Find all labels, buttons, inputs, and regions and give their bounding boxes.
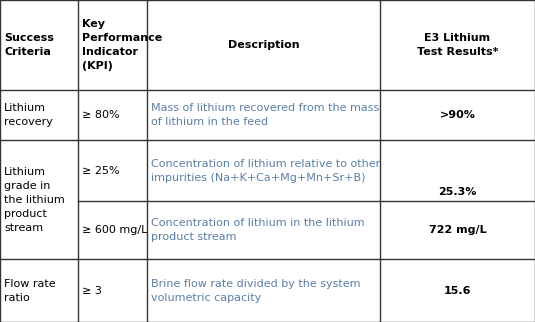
- Text: ≥ 3: ≥ 3: [82, 286, 102, 296]
- Text: 25.3%: 25.3%: [438, 186, 477, 197]
- Text: E3 Lithium
Test Results*: E3 Lithium Test Results*: [417, 33, 498, 57]
- Text: Description: Description: [228, 40, 299, 50]
- Text: Concentration of lithium in the lithium
product stream: Concentration of lithium in the lithium …: [151, 218, 365, 242]
- Text: >90%: >90%: [439, 110, 476, 120]
- Text: ≥ 25%: ≥ 25%: [82, 166, 119, 176]
- Text: 15.6: 15.6: [444, 286, 471, 296]
- Text: ≥ 600 mg/L: ≥ 600 mg/L: [82, 225, 147, 235]
- Text: Concentration of lithium relative to other
impurities (Na+K+Ca+Mg+Mn+Sr+B): Concentration of lithium relative to oth…: [151, 159, 381, 183]
- Text: Mass of lithium recovered from the mass
of lithium in the feed: Mass of lithium recovered from the mass …: [151, 103, 380, 127]
- Text: Lithium
recovery: Lithium recovery: [4, 103, 53, 127]
- Text: Brine flow rate divided by the system
volumetric capacity: Brine flow rate divided by the system vo…: [151, 279, 361, 303]
- Text: 722 mg/L: 722 mg/L: [429, 225, 486, 235]
- Text: Lithium
grade in
the lithium
product
stream: Lithium grade in the lithium product str…: [4, 167, 65, 232]
- Text: Success
Criteria: Success Criteria: [4, 33, 54, 57]
- Text: Key
Performance
Indicator
(KPI): Key Performance Indicator (KPI): [82, 19, 162, 71]
- Text: Flow rate
ratio: Flow rate ratio: [4, 279, 56, 303]
- Text: ≥ 80%: ≥ 80%: [82, 110, 119, 120]
